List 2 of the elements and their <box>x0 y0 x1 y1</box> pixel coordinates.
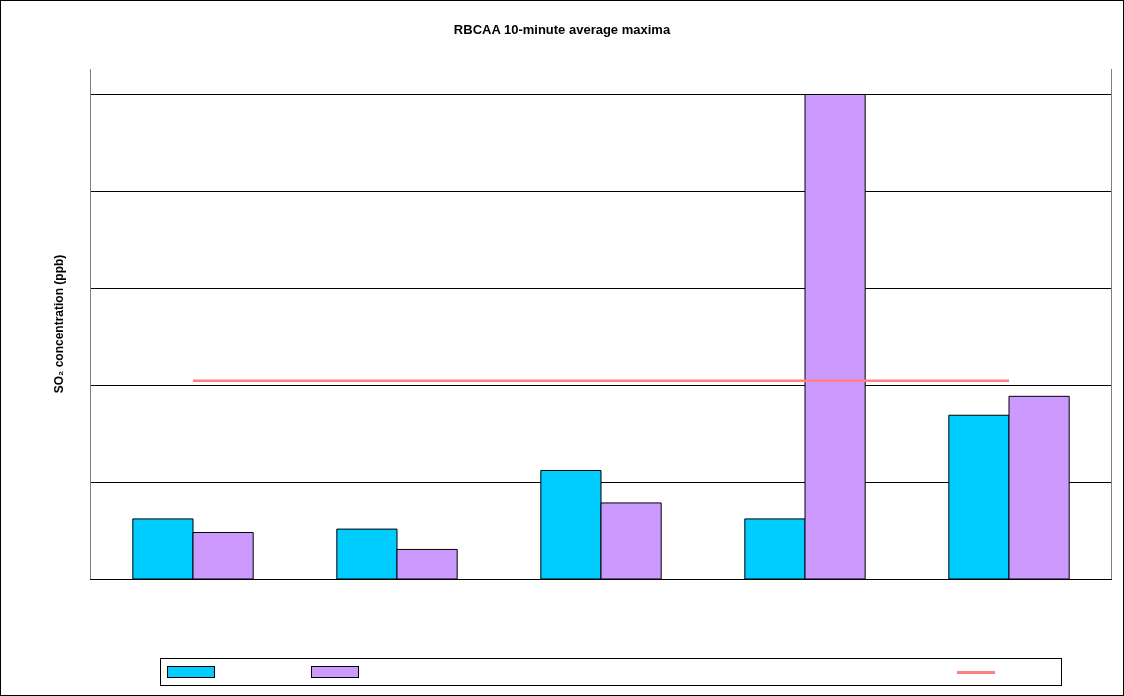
chart-title: RBCAA 10-minute average maxima <box>453 22 671 38</box>
y-axis-title: SO₂ concentration (ppb) <box>52 254 66 394</box>
